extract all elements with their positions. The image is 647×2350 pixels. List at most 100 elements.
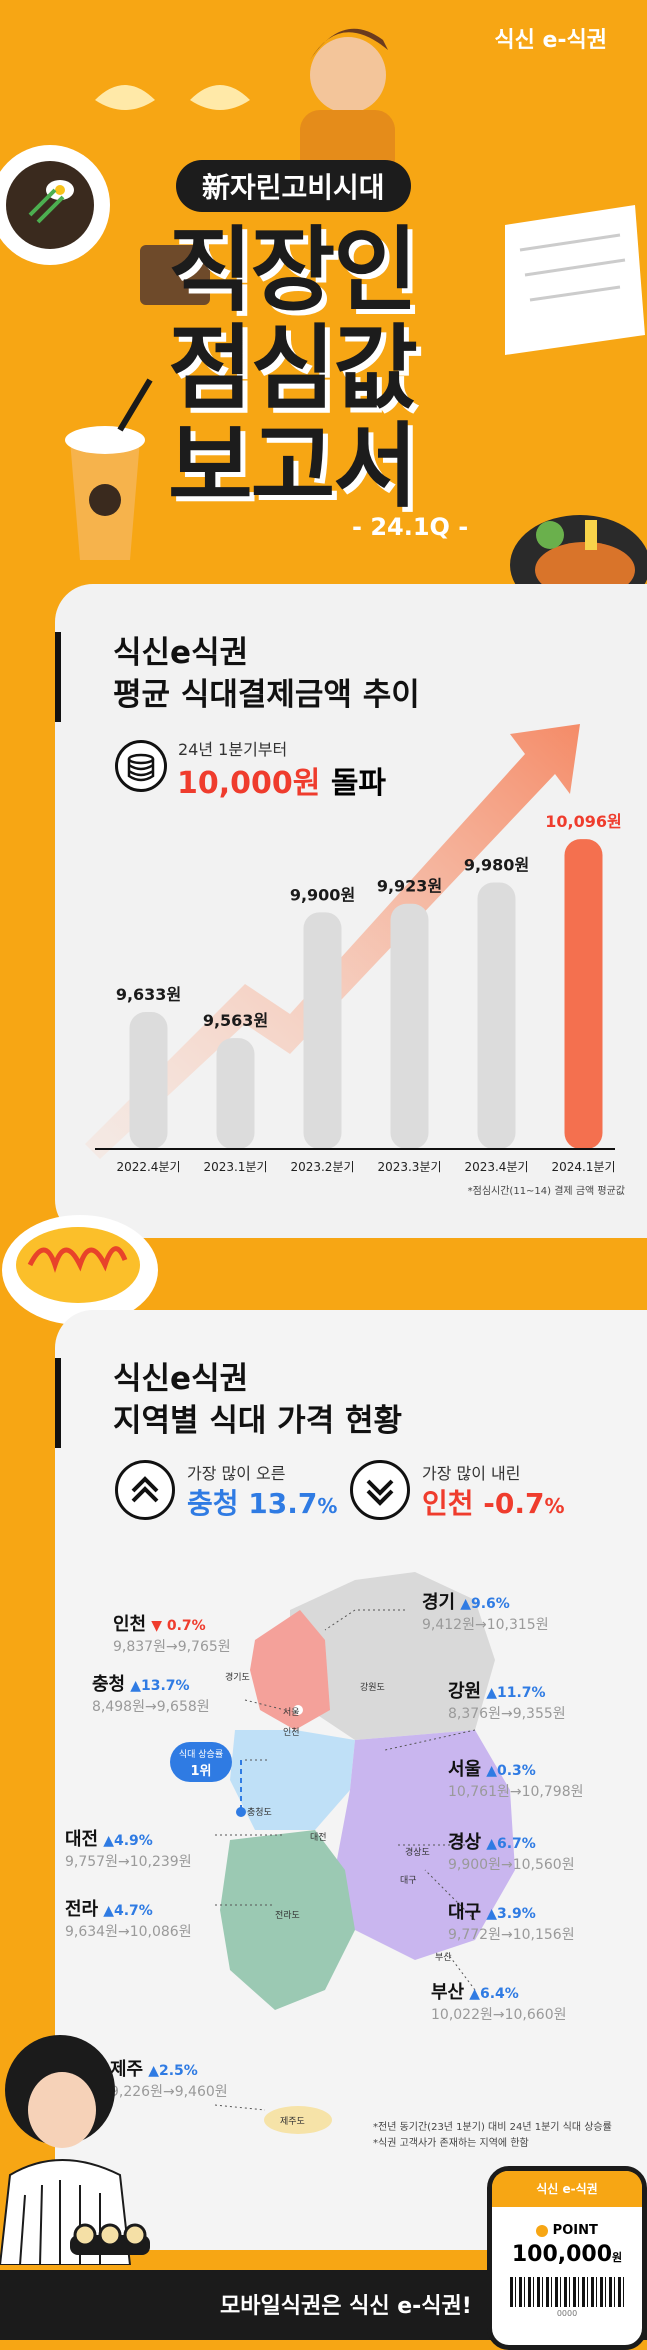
map-label-chungcheong: 충청도 [247, 1808, 272, 1818]
most-down-value: 인천 -0.7% [422, 1482, 565, 1522]
map-label-incheon: 인천 [283, 1728, 300, 1738]
region-jeju: 제주 ▲2.5% 9,226원→9,460원 [110, 2055, 228, 2101]
rank-badge-rank: 1위 [190, 1764, 212, 1779]
region-footnote-1: *전년 동기간(23년 1분기) 대비 24년 1분기 식대 상승률 [373, 2122, 612, 2133]
map-label-jeolla: 전라도 [275, 1911, 300, 1921]
wing-icon [95, 85, 155, 110]
point-value: 100,000원 [492, 2242, 642, 2267]
category-label-4: 2023.4분기 [464, 1160, 528, 1174]
region-change: ▲13.7% [130, 1678, 190, 1694]
section1-title-line2: 평균 식대결제금액 추이 [113, 677, 420, 713]
region-prices: 10,761원→10,798원 [448, 1784, 584, 1800]
region-jeolla: 전라 ▲4.7% 9,634원→10,086원 [65, 1895, 192, 1941]
brand-logo: 식신 e-식권 [494, 28, 607, 53]
most-up-number: 충청 13.7 [187, 1487, 318, 1520]
price-from: 9,900원 [448, 1857, 501, 1873]
price-to: 10,660원 [504, 2007, 567, 2023]
map-label-busan: 부산 [435, 1953, 452, 1963]
bar-0 [129, 1012, 168, 1149]
title-line-2: 점심값 [168, 315, 418, 422]
region-footnote-2: *식권 고객사가 존재하는 지역에 한함 [373, 2138, 529, 2149]
tagline-pill: 新자린고비시대 [176, 160, 411, 212]
korea-map [214, 1572, 515, 2134]
region-name: 경상 [448, 1832, 482, 1853]
value-label-0: 9,633원 [116, 985, 181, 1004]
region-daejeon: 대전 ▲4.9% 9,757원→10,239원 [65, 1825, 192, 1871]
region-busan: 부산 ▲6.4% 10,022원→10,660원 [431, 1978, 566, 2024]
trend-arrow-icon [85, 724, 580, 1159]
region-change: ▲11.7% [486, 1685, 546, 1701]
price-from: 9,837원 [113, 1639, 166, 1655]
region-change: ▲9.6% [460, 1596, 510, 1612]
price-from: 9,412원 [422, 1617, 475, 1633]
map-label-jeju: 제주도 [280, 2117, 305, 2127]
rank-badge: 식대 상승률 1위 [170, 1742, 232, 1782]
value-label-4: 9,980원 [464, 855, 529, 874]
region-prices: 10,022원→10,660원 [431, 2007, 567, 2023]
region-prices: 8,376원→9,355원 [448, 1706, 566, 1722]
region-change: ▲0.3% [486, 1763, 536, 1779]
price-from: 9,226원 [110, 2084, 163, 2100]
map-label-daejeon: 대전 [310, 1833, 327, 1843]
price-from: 8,498원 [92, 1699, 145, 1715]
price-from: 9,772원 [448, 1927, 501, 1943]
region-prices: 9,634원→10,086원 [65, 1924, 192, 1940]
region-prices: 9,757원→10,239원 [65, 1854, 192, 1870]
title-line-1: 직장인 [168, 217, 418, 324]
omurice-icon [2, 1215, 158, 1325]
region-name: 대구 [448, 1902, 482, 1923]
price-to: 9,658원 [156, 1699, 210, 1715]
bar-1 [216, 1038, 255, 1149]
receipt-icon [505, 205, 645, 355]
category-label-2: 2023.2분기 [290, 1160, 354, 1174]
region-name: 충청 [92, 1674, 126, 1695]
price-to: 9,460원 [174, 2084, 228, 2100]
category-label-5: 2024.1분기 [551, 1160, 615, 1174]
most-up-value: 충청 13.7% [187, 1482, 337, 1522]
title-line-3: 보고서 [168, 413, 418, 520]
region-change: ▲4.7% [103, 1903, 153, 1919]
price-to: 9,765원 [177, 1639, 231, 1655]
worried-person-icon [310, 37, 386, 113]
coin-stack-icon [115, 740, 167, 792]
coin-icon [536, 2224, 549, 2237]
region-name: 서울 [448, 1759, 482, 1780]
price-to: 10,798원 [521, 1784, 584, 1800]
bar-3 [390, 903, 429, 1149]
highlight-amount: 10,000원 [177, 766, 321, 801]
region-name: 인천 [113, 1614, 147, 1635]
region-prices: 8,498원→9,658원 [92, 1699, 210, 1715]
payment-trend-chart: 9,633원 2022.4분기 9,563원 2023.1분기 9,900원 2023.2… [85, 724, 622, 1174]
region-change: ▲2.5% [148, 2063, 198, 2079]
point-amount: 100,000 [511, 2242, 613, 2267]
region-incheon: 인천 ▼ 0.7% 9,837원→9,765원 [113, 1610, 231, 1656]
region-daegu: 대구 ▲3.9% 9,772원→10,156원 [448, 1898, 575, 1944]
payment-trend-card: 식신e식권 평균 식대결제금액 추이 24년 1분기부터 10,000원 돌파 … [55, 584, 647, 1238]
region-name: 경기 [422, 1592, 456, 1613]
region-change: ▲3.9% [486, 1906, 536, 1922]
price-from: 8,376원 [448, 1706, 501, 1722]
point-unit: 원 [612, 2251, 623, 2264]
region-name: 전라 [65, 1899, 99, 1920]
gyeonggi-region [250, 1610, 330, 1730]
price-to: 10,315원 [486, 1617, 549, 1633]
section2-title-line2: 지역별 식대 가격 현황 [113, 1403, 403, 1439]
region-name: 대전 [65, 1829, 99, 1850]
point-label: POINT [492, 2223, 642, 2238]
value-label-1: 9,563원 [203, 1011, 268, 1030]
report-title: 직장인 점심값 보고서 [168, 217, 418, 520]
price-from: 9,634원 [65, 1924, 118, 1940]
map-label-seoul: 서울 [283, 1708, 300, 1718]
map-label-gyeongsang: 경상도 [405, 1848, 430, 1858]
price-to: 10,560원 [512, 1857, 575, 1873]
quarter-label: - 24.1Q - [352, 513, 469, 541]
region-gyeongsang: 경상 ▲6.7% 9,900원→10,560원 [448, 1828, 575, 1874]
most-up-unit: % [317, 1494, 338, 1518]
double-chevron-down-icon [350, 1460, 410, 1520]
category-label-3: 2023.3분기 [377, 1160, 441, 1174]
highlight-caption: 24년 1분기부터 [178, 740, 288, 759]
price-to: 10,156원 [512, 1927, 575, 1943]
region-name: 제주 [110, 2059, 144, 2080]
map-label-gyeonggi: 경기도 [225, 1673, 250, 1683]
region-gyeonggi: 경기 ▲9.6% 9,412원→10,315원 [422, 1588, 549, 1634]
